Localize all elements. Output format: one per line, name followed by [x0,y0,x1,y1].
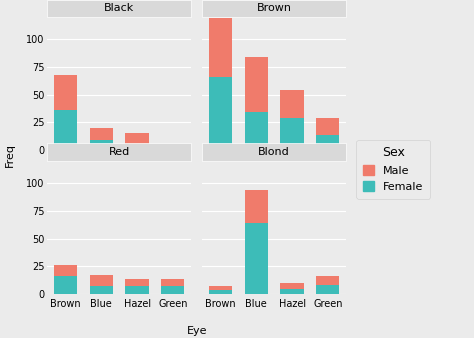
Bar [126,279,149,286]
Bar [316,118,339,135]
FancyBboxPatch shape [47,0,191,17]
FancyBboxPatch shape [202,0,346,17]
Bar [161,279,184,286]
Text: Freq: Freq [4,143,15,168]
Bar [245,57,268,113]
Bar [209,290,232,294]
Bar [316,276,339,285]
FancyBboxPatch shape [202,144,346,161]
Bar [161,145,184,148]
Bar [209,18,232,77]
Bar [161,148,184,150]
Bar [281,289,304,294]
Text: Black: Black [104,3,134,13]
Bar [281,283,304,289]
Bar [54,265,77,276]
Bar [126,134,149,145]
Bar [90,128,113,140]
Bar [316,135,339,150]
Bar [90,140,113,150]
Bar [245,190,268,223]
Bar [54,276,77,294]
FancyBboxPatch shape [47,144,191,161]
Bar [90,286,113,294]
Bar [209,77,232,150]
Legend: Male, Female: Male, Female [356,140,430,198]
Bar [90,275,113,286]
Bar [281,90,304,118]
Bar [281,118,304,150]
Text: Blond: Blond [258,147,290,157]
Text: Eye: Eye [186,326,207,336]
Bar [245,113,268,150]
Bar [54,110,77,150]
Bar [126,145,149,150]
Text: Brown: Brown [257,3,292,13]
Bar [161,286,184,294]
Text: Red: Red [109,147,130,157]
Bar [54,75,77,110]
Bar [209,286,232,290]
Bar [316,285,339,294]
Bar [245,223,268,294]
Bar [126,286,149,294]
